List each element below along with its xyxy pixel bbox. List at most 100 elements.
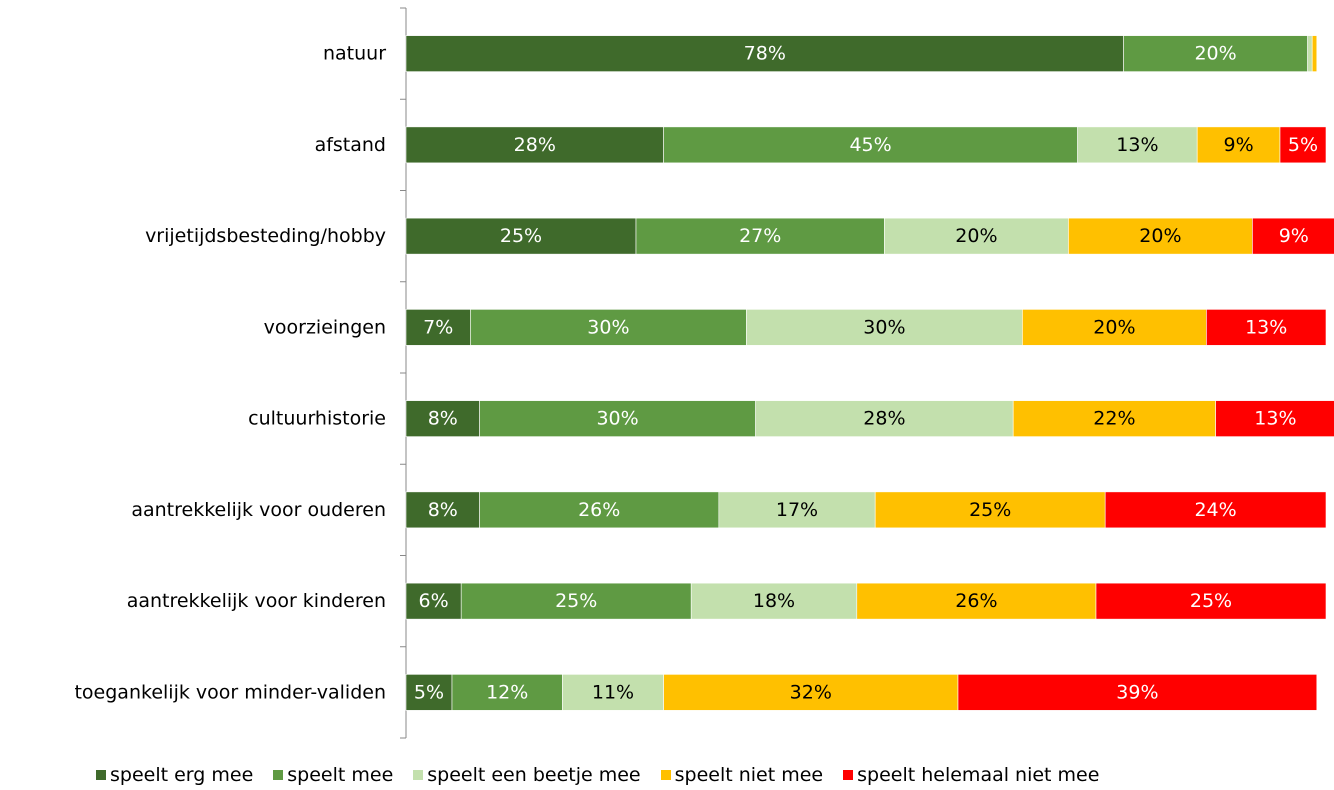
data-label: 45% — [849, 134, 891, 156]
category-label: afstand — [315, 134, 386, 156]
data-label: 78% — [744, 43, 786, 65]
category-label: cultuurhistorie — [248, 408, 386, 430]
bar-segment — [1206, 309, 1327, 346]
legend-item: speelt niet mee — [660, 764, 824, 786]
data-label: 11% — [592, 681, 634, 703]
legend: speelt erg mee speelt mee speelt een beetj… — [96, 760, 1119, 790]
bar-segment — [405, 126, 664, 164]
legend-swatch — [96, 770, 106, 780]
data-label: 30% — [587, 316, 629, 338]
legend-swatch — [413, 770, 424, 780]
data-label: 20% — [1194, 43, 1236, 65]
data-label: 24% — [1194, 499, 1236, 521]
data-label: 28% — [514, 134, 556, 156]
legend-label: speelt een beetje mee — [427, 764, 641, 786]
data-label: 22% — [1093, 408, 1135, 430]
bar-segment — [1279, 126, 1327, 164]
bar-segment — [635, 217, 885, 255]
data-label: 26% — [578, 499, 620, 521]
bar-segment — [405, 309, 471, 346]
bar-segment — [479, 400, 756, 437]
bar-segment — [405, 400, 480, 437]
data-label: 20% — [1093, 316, 1135, 338]
legend-item: speelt erg mee — [96, 764, 253, 786]
bar-segment — [884, 217, 1069, 255]
bar-segment — [1311, 35, 1318, 72]
category-label: natuur — [323, 43, 386, 65]
bar-segment — [405, 582, 462, 620]
bar-segment — [1012, 400, 1216, 437]
data-label: 25% — [969, 499, 1011, 521]
bar-segment — [755, 400, 1014, 437]
bar-segment — [856, 582, 1097, 620]
data-label: 13% — [1254, 408, 1296, 430]
bar-segment — [1077, 126, 1198, 164]
bar-segment — [405, 491, 480, 529]
data-label: 5% — [1288, 134, 1318, 156]
data-label: 20% — [1139, 225, 1181, 247]
bar-segment — [1095, 582, 1327, 620]
data-label: 25% — [500, 225, 542, 247]
bar-segment — [746, 309, 1023, 346]
bar-segment — [451, 674, 563, 711]
bar-segment — [1196, 126, 1281, 164]
bar-segment — [479, 491, 720, 529]
data-label: 17% — [776, 499, 818, 521]
bar-segment — [957, 674, 1318, 711]
bar-segment — [663, 126, 1078, 164]
category-label: aantrekkelijk voor kinderen — [127, 590, 386, 612]
data-label: 13% — [1245, 316, 1287, 338]
data-label: 5% — [414, 681, 444, 703]
data-label: 9% — [1224, 134, 1254, 156]
bar-segment — [1022, 309, 1207, 346]
data-label: 32% — [790, 681, 832, 703]
category-label: aantrekkelijk voor ouderen — [131, 499, 386, 521]
legend-label: speelt mee — [287, 764, 394, 786]
data-label: 8% — [428, 408, 458, 430]
data-label: 26% — [955, 590, 997, 612]
bar-segment — [663, 674, 959, 711]
data-label: 8% — [428, 499, 458, 521]
legend-swatch — [843, 770, 854, 780]
bar-segment — [562, 674, 664, 711]
data-label: 30% — [863, 316, 905, 338]
data-label: 20% — [955, 225, 997, 247]
plot-area: natuur 78% 20% afstand 28% 45% 13% 9% 5% vrijetij… — [74, 7, 1334, 739]
bar-segment — [1252, 217, 1334, 255]
data-label: 28% — [863, 408, 905, 430]
legend-label: speelt niet mee — [674, 764, 824, 786]
data-label: 25% — [555, 590, 597, 612]
data-label: 12% — [486, 681, 528, 703]
legend-label: speelt helemaal niet mee — [857, 764, 1100, 786]
bar-segment — [1307, 35, 1313, 72]
data-label: 39% — [1116, 681, 1158, 703]
data-label: 7% — [423, 316, 453, 338]
data-label: 6% — [419, 590, 449, 612]
bar-segment — [470, 309, 747, 346]
legend-label: speelt erg mee — [110, 764, 254, 786]
bar-segment — [1123, 35, 1308, 72]
bar-segment — [1068, 217, 1253, 255]
bar-segment — [405, 217, 637, 255]
legend-swatch — [273, 770, 284, 780]
category-label: voorzieingen — [264, 316, 386, 338]
bar-segment — [874, 491, 1106, 529]
bar-segment — [460, 582, 692, 620]
legend-item: speelt mee — [273, 764, 393, 786]
bar-segment — [718, 491, 876, 529]
legend-swatch — [660, 770, 671, 780]
data-label: 25% — [1190, 590, 1232, 612]
data-label: 30% — [596, 408, 638, 430]
legend-item: speelt helemaal niet mee — [843, 764, 1099, 786]
category-label: vrijetijdsbesteding/hobby — [145, 225, 386, 247]
legend-item: speelt een beetje mee — [413, 764, 641, 786]
data-label: 18% — [753, 590, 795, 612]
data-label: 27% — [739, 225, 781, 247]
bar-segment — [405, 674, 453, 711]
data-label: 13% — [1116, 134, 1158, 156]
category-label: toegankelijk voor minder-validen — [74, 681, 386, 703]
bar-segment — [1104, 491, 1327, 529]
data-label: 9% — [1279, 225, 1309, 247]
stacked-bar-chart: natuur 78% 20% afstand 28% 45% 13% 9% 5% vrijetij… — [74, 7, 1334, 739]
bar-segment — [1215, 400, 1334, 437]
